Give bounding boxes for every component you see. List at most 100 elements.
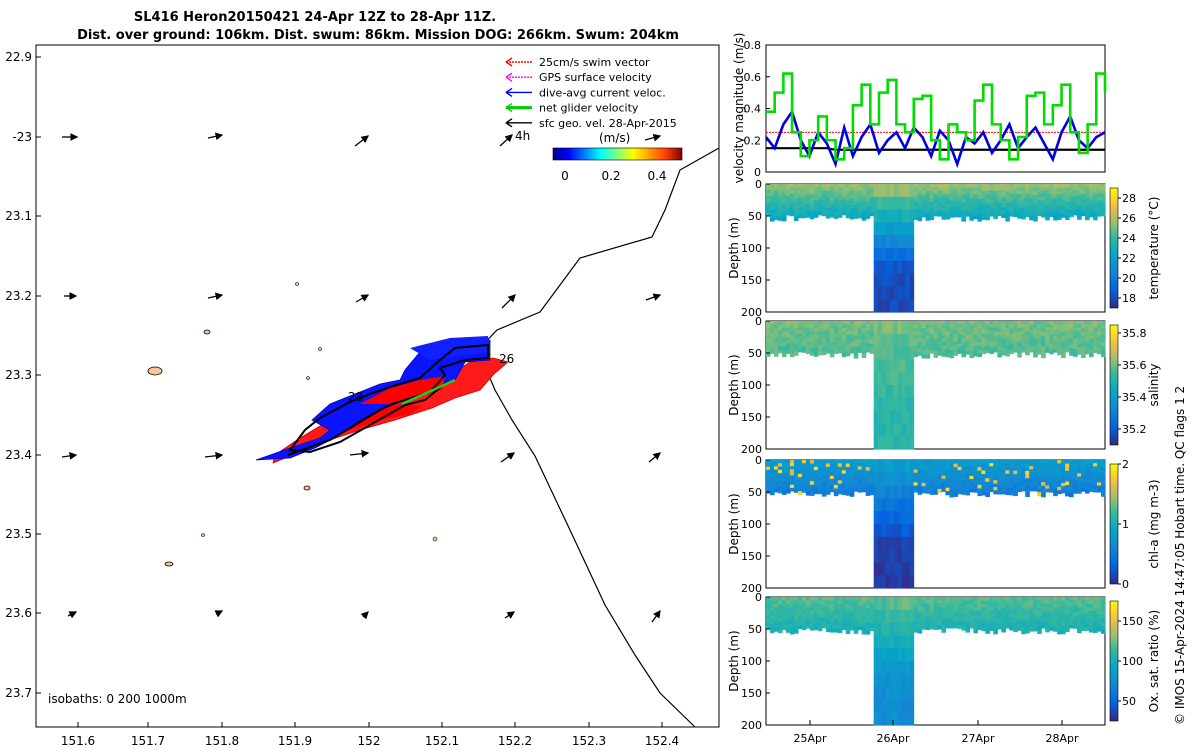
profile-cell (933, 209, 939, 214)
profile-cell (1037, 477, 1042, 483)
profile-cell (1089, 607, 1094, 612)
profile-cell (1013, 470, 1018, 475)
profile-cell (1037, 597, 1042, 602)
profile-cell (1013, 614, 1018, 619)
profile-cell (921, 482, 927, 487)
depth-ylabel: Depth (m) (727, 217, 741, 278)
profile-cell (1085, 473, 1090, 478)
profile-cell (997, 466, 1002, 471)
profile-cell (781, 187, 787, 192)
profile-cell (1021, 597, 1026, 602)
profile-cell (897, 184, 903, 198)
profile-cell (1065, 194, 1070, 199)
profile-cell (777, 611, 783, 616)
profile-cell (773, 208, 779, 214)
profile-cell (1037, 321, 1042, 325)
profile-cell (997, 190, 1002, 195)
profile-cell (913, 187, 919, 192)
profile-cell (1001, 210, 1006, 215)
profile-cell (813, 600, 819, 605)
profile-cell (1013, 321, 1018, 325)
profile-cell (1085, 184, 1090, 189)
profile-cell (1005, 321, 1010, 326)
profile-cell (913, 618, 919, 623)
profile-cell (821, 331, 827, 335)
depth-label: 200 (741, 582, 762, 595)
profile-cell (1021, 600, 1026, 605)
profile-cell (993, 619, 998, 624)
profile-cell (785, 340, 791, 345)
profile-cell (1061, 604, 1066, 609)
profile-cell (777, 600, 783, 605)
profile-cell (1001, 460, 1006, 464)
profile-cell (1005, 603, 1010, 607)
profile-cell (865, 615, 871, 620)
profile-cell (957, 213, 963, 218)
profile-cell (965, 200, 970, 204)
profile-cell (766, 615, 771, 620)
profile-cell (961, 463, 967, 468)
profile-cell (793, 194, 799, 200)
profile-cell (853, 469, 859, 473)
profile-cell (889, 498, 895, 512)
profile-cell (849, 485, 855, 490)
profile-cell (1017, 324, 1022, 329)
profile-cell (861, 353, 867, 358)
profile-cell (833, 474, 839, 479)
profile-cell (973, 190, 978, 195)
colorbar-tick-label: 35.6 (1122, 359, 1147, 372)
profile-cell (865, 622, 871, 628)
profile-cell (1101, 597, 1106, 602)
profile-cell (777, 198, 783, 203)
profile-cell (905, 260, 911, 275)
profile-cell (1081, 610, 1086, 615)
profile-cell (837, 604, 843, 609)
profile-cell (1025, 331, 1030, 336)
profile-cell (821, 344, 827, 349)
profile-cell (1053, 330, 1058, 335)
profile-cell (1061, 346, 1066, 351)
profile-cell (965, 463, 970, 468)
profile-cell (1021, 472, 1026, 476)
profile-cell (1029, 209, 1034, 214)
profile-cell (973, 460, 978, 464)
profile-cell (837, 190, 843, 195)
profile-cell (897, 410, 903, 424)
profile-cell (1101, 478, 1106, 483)
profile-cell (893, 260, 899, 275)
profile-cell (805, 481, 811, 486)
profile-cell (921, 609, 927, 614)
profile-cell (997, 460, 1002, 464)
profile-cell (857, 330, 863, 335)
profile-cell (929, 337, 935, 341)
profile-cell (1025, 492, 1030, 497)
profile-cell (953, 603, 959, 607)
profile-cell (1089, 466, 1094, 470)
profile-cell (873, 260, 879, 275)
profile-cell (909, 524, 915, 538)
profile-cell (1033, 624, 1038, 629)
profile-cell (1089, 610, 1094, 616)
profile-cell (1021, 618, 1026, 624)
profile-cell (953, 615, 959, 620)
profile-cell (1013, 342, 1018, 347)
profile-cell (773, 488, 779, 493)
profile-cell (905, 622, 911, 636)
profile-cell (817, 463, 823, 468)
profile-cell (981, 597, 986, 601)
profile-cell (865, 488, 871, 493)
profile-cell (1001, 187, 1006, 192)
profile-cell (977, 206, 982, 211)
profile-cell (1025, 478, 1030, 483)
profile-cell (1029, 194, 1034, 199)
profile-cell (781, 606, 787, 611)
profile-cell (829, 466, 835, 471)
profile-cell (769, 473, 775, 478)
profile-cell (1097, 212, 1102, 217)
profile-cell (893, 622, 899, 636)
profile-cell (1069, 200, 1074, 205)
profile-cell (773, 187, 779, 192)
profile-cell (1065, 614, 1070, 619)
profile-cell (957, 615, 963, 620)
profile-cell (925, 209, 931, 214)
